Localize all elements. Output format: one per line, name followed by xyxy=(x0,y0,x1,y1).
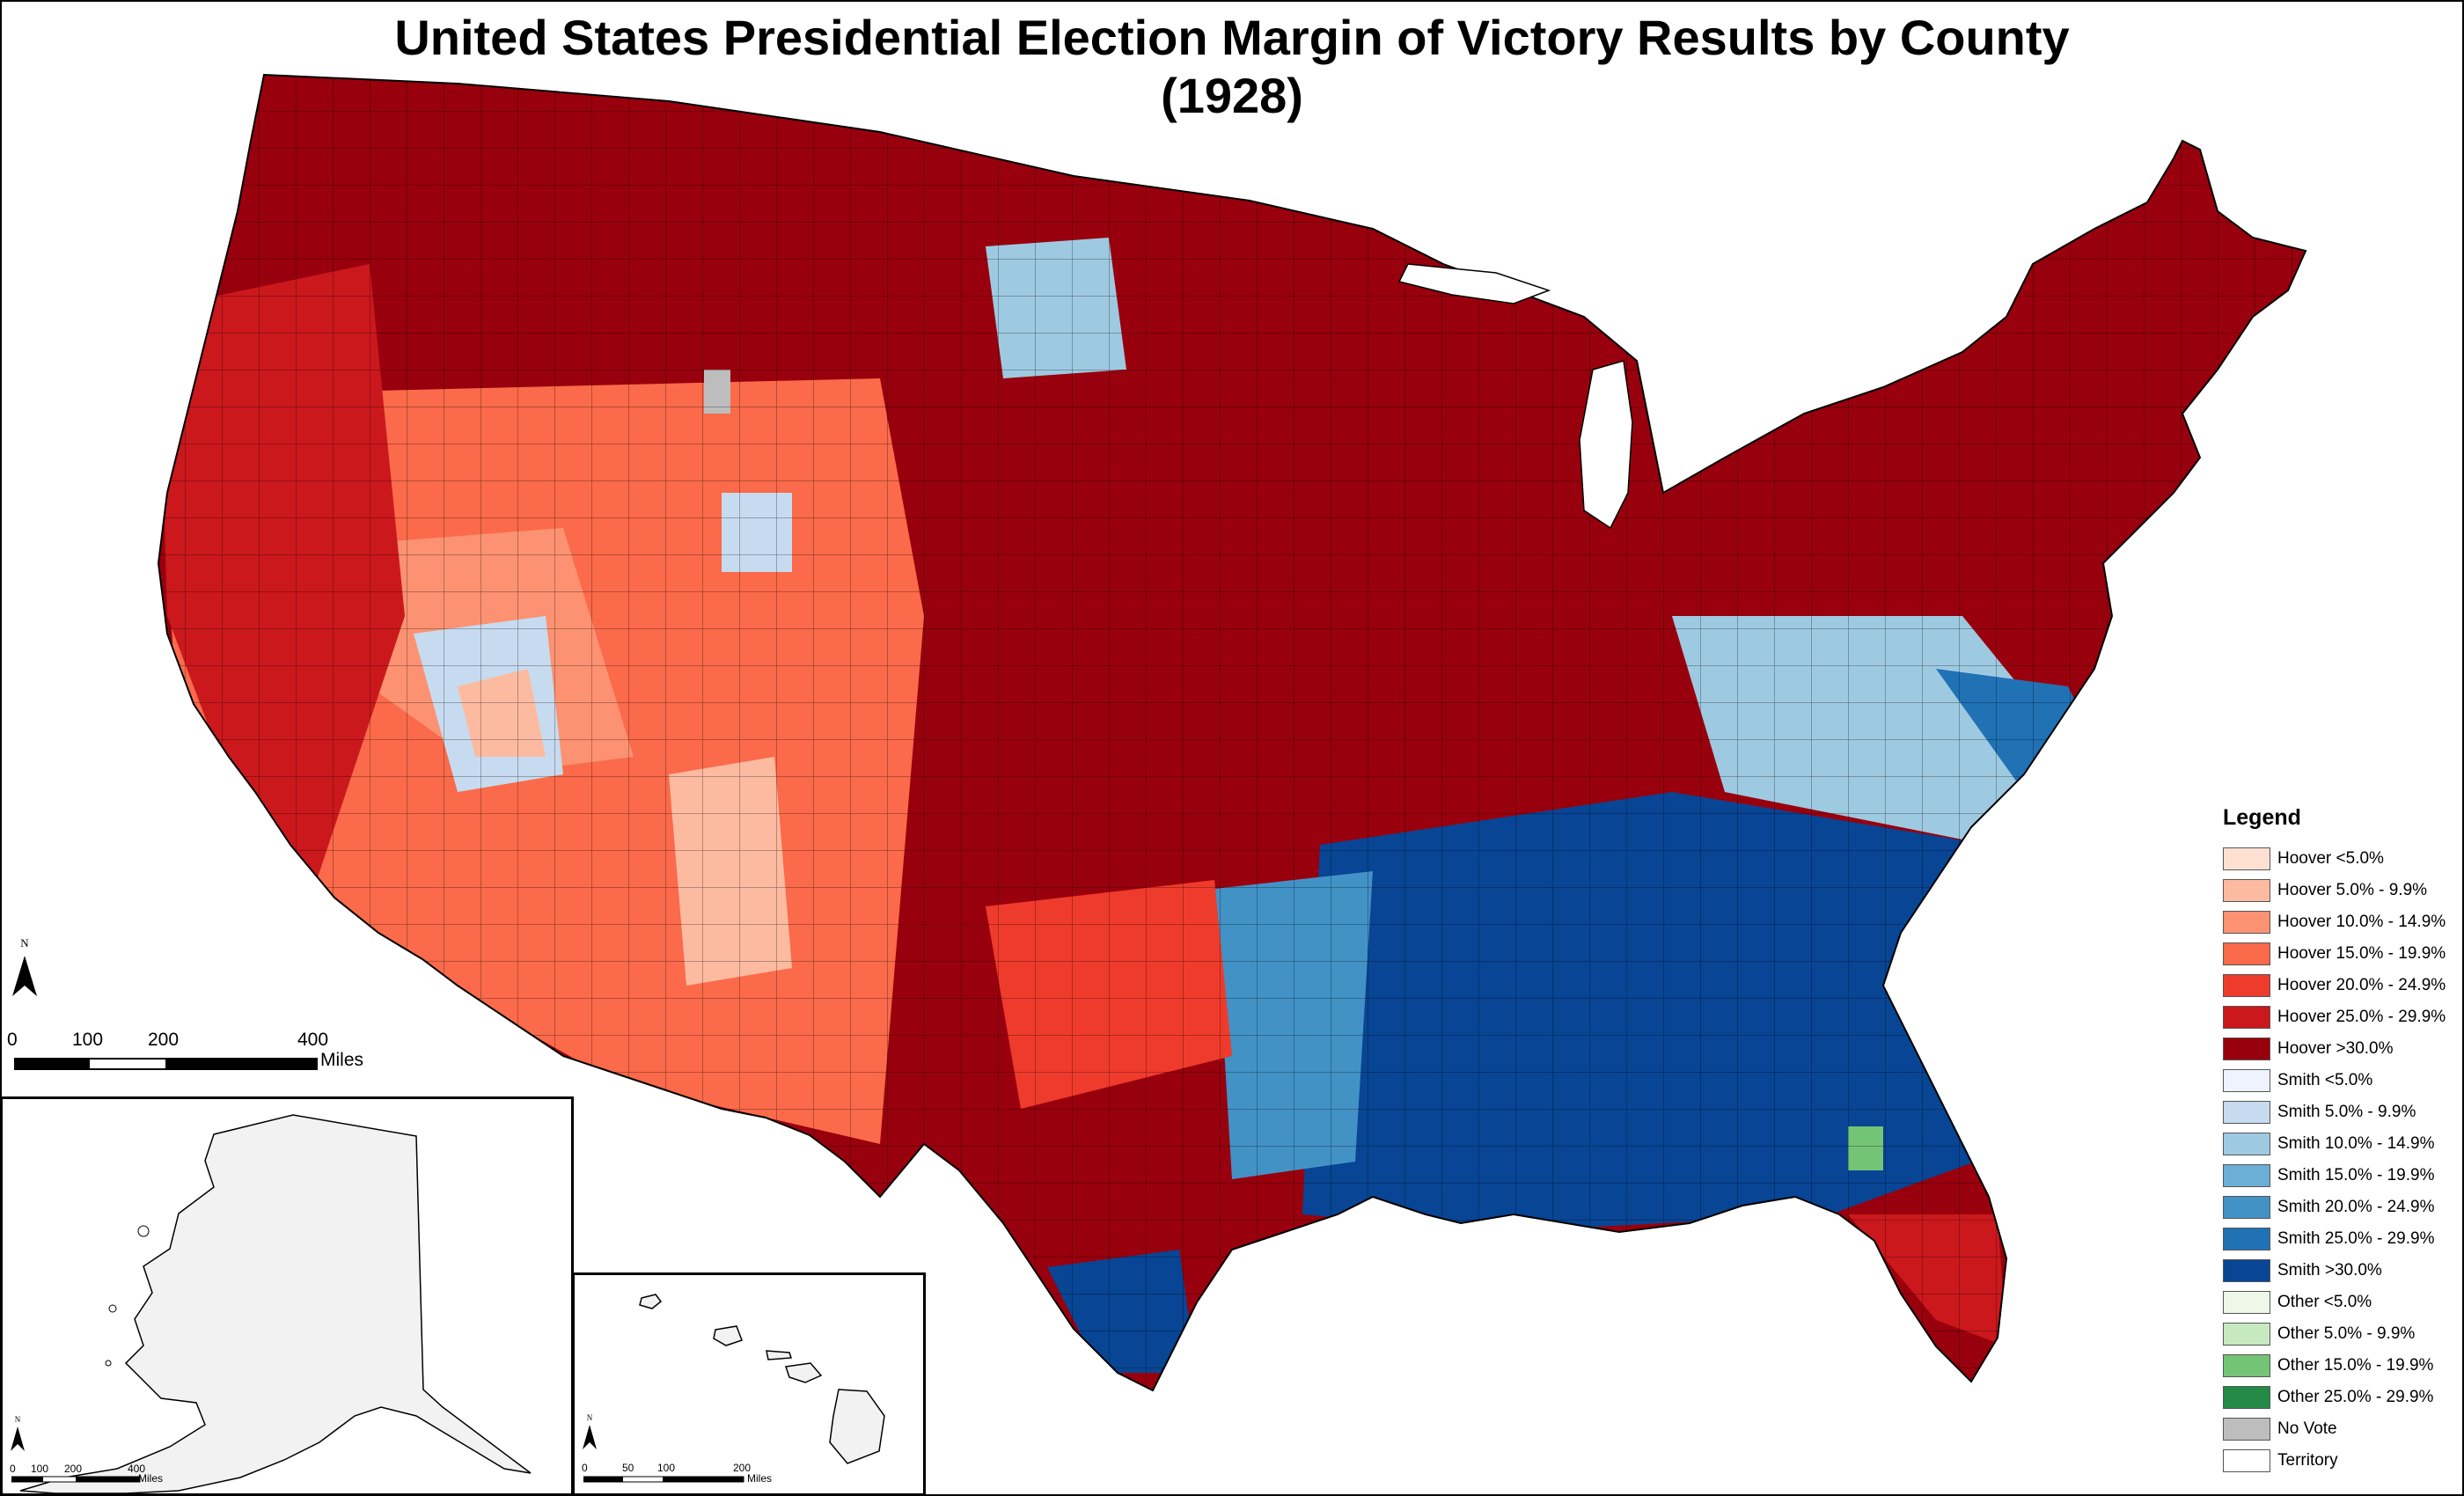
scale-tick-400: 400 xyxy=(297,1030,329,1050)
legend-item: Smith 20.0% - 24.9% xyxy=(2223,1192,2460,1223)
legend-item: Smith 5.0% - 9.9% xyxy=(2223,1096,2460,1128)
legend-swatch xyxy=(2223,1449,2270,1472)
legend-label: Hoover 5.0% - 9.9% xyxy=(2277,881,2428,899)
legend-label: Smith <5.0% xyxy=(2277,1071,2373,1089)
legend-swatch xyxy=(2223,1323,2270,1346)
legend-label: Hoover 10.0% - 14.9% xyxy=(2277,913,2446,931)
legend-label: Smith 5.0% - 9.9% xyxy=(2277,1103,2416,1121)
legend-label: Other 25.0% - 29.9% xyxy=(2277,1388,2434,1406)
region-deep-south-smith xyxy=(1302,792,2024,1232)
legend-item: Hoover 15.0% - 19.9% xyxy=(2223,938,2460,970)
legend-label: Territory xyxy=(2277,1451,2338,1470)
svg-text:N: N xyxy=(15,1415,21,1424)
alaska-scale-bar xyxy=(11,1476,141,1483)
svg-text:N: N xyxy=(20,936,29,950)
legend-item: Hoover <5.0% xyxy=(2223,843,2460,875)
legend-swatch xyxy=(2223,1006,2270,1029)
oahu-island xyxy=(713,1325,743,1346)
legend-swatch xyxy=(2223,1164,2270,1187)
region-other-green xyxy=(1848,1126,1883,1170)
legend-item: Hoover 10.0% - 14.9% xyxy=(2223,906,2460,938)
scale-bar-graphic xyxy=(14,1058,318,1070)
legend-item: Smith >30.0% xyxy=(2223,1255,2460,1287)
alaska-north-arrow-icon: N xyxy=(11,1415,25,1451)
legend-label: Smith >30.0% xyxy=(2277,1261,2382,1280)
region-idaho-smith xyxy=(722,493,792,572)
region-no-vote xyxy=(704,370,730,414)
north-arrow-icon: N xyxy=(12,936,37,996)
legend-label: No Vote xyxy=(2277,1419,2337,1438)
legend-swatch xyxy=(2223,1354,2270,1377)
region-east-texas-smith xyxy=(1214,871,1373,1179)
legend-label: Other 15.0% - 19.9% xyxy=(2277,1356,2434,1375)
legend-label: Hoover 25.0% - 29.9% xyxy=(2277,1008,2446,1026)
legend-items: Hoover <5.0% Hoover 5.0% - 9.9% Hoover 10.… xyxy=(2223,843,2460,1477)
legend-swatch xyxy=(2223,1101,2270,1124)
legend-item: No Vote xyxy=(2223,1413,2460,1445)
legend-label: Hoover >30.0% xyxy=(2277,1039,2394,1058)
alaska-map xyxy=(19,1114,532,1493)
legend-label: Other 5.0% - 9.9% xyxy=(2277,1324,2416,1343)
legend-swatch xyxy=(2223,942,2270,965)
legend-item: Territory xyxy=(2223,1445,2460,1477)
legend-label: Smith 25.0% - 29.9% xyxy=(2277,1229,2435,1248)
legend-swatch xyxy=(2223,1418,2270,1441)
legend-swatch xyxy=(2223,1386,2270,1409)
title-line-1: United States Presidential Election Marg… xyxy=(394,10,2070,65)
legend-swatch xyxy=(2223,1228,2270,1250)
maui-island xyxy=(785,1362,823,1383)
legend-swatch xyxy=(2223,1196,2270,1219)
legend-item: Smith 15.0% - 19.9% xyxy=(2223,1160,2460,1192)
legend-label: Hoover 20.0% - 24.9% xyxy=(2277,976,2446,994)
legend: Legend Hoover <5.0% Hoover 5.0% - 9.9% Hoo… xyxy=(2223,805,2460,1477)
legend-title: Legend xyxy=(2223,805,2301,830)
legend-item: Smith 25.0% - 29.9% xyxy=(2223,1223,2460,1255)
legend-swatch xyxy=(2223,1069,2270,1092)
legend-item: Hoover >30.0% xyxy=(2223,1033,2460,1065)
legend-label: Hoover <5.0% xyxy=(2277,849,2384,868)
legend-item: Smith 10.0% - 14.9% xyxy=(2223,1128,2460,1160)
legend-item: Hoover 25.0% - 29.9% xyxy=(2223,1001,2460,1033)
kauai-island xyxy=(639,1294,663,1309)
region-newmexico-hoover-light xyxy=(669,757,792,986)
legend-item: Other 25.0% - 29.9% xyxy=(2223,1382,2460,1413)
scale-tick-0: 0 xyxy=(7,1030,18,1050)
legend-swatch xyxy=(2223,879,2270,902)
scale-tick-200: 200 xyxy=(148,1030,180,1050)
hawaii-north-arrow-icon: N xyxy=(583,1413,597,1449)
region-dakota-smith xyxy=(986,238,1126,378)
svg-text:N: N xyxy=(587,1413,593,1422)
legend-label: Smith 10.0% - 14.9% xyxy=(2277,1134,2435,1153)
hawaii-island xyxy=(829,1389,885,1464)
legend-label: Smith 15.0% - 19.9% xyxy=(2277,1166,2435,1184)
lake-michigan xyxy=(1579,360,1633,530)
legend-item: Hoover 20.0% - 24.9% xyxy=(2223,970,2460,1001)
legend-item: Other 5.0% - 9.9% xyxy=(2223,1318,2460,1350)
legend-swatch xyxy=(2223,974,2270,997)
legend-label: Other <5.0% xyxy=(2277,1293,2372,1311)
legend-label: Hoover 15.0% - 19.9% xyxy=(2277,944,2446,963)
legend-swatch xyxy=(2223,1291,2270,1314)
hawaii-scale-bar xyxy=(583,1476,744,1483)
legend-label: Smith 20.0% - 24.9% xyxy=(2277,1198,2435,1216)
hawaii-map xyxy=(639,1294,885,1464)
legend-swatch xyxy=(2223,1038,2270,1060)
alaska-inset: N 0 100 200 400 Miles xyxy=(0,1096,574,1496)
scale-tick-100: 100 xyxy=(72,1030,104,1050)
legend-swatch xyxy=(2223,1259,2270,1282)
scale-unit: Miles xyxy=(320,1050,364,1070)
legend-item: Smith <5.0% xyxy=(2223,1065,2460,1096)
molokai-island xyxy=(766,1350,793,1360)
legend-item: Hoover 5.0% - 9.9% xyxy=(2223,875,2460,906)
lake-superior xyxy=(1397,263,1551,304)
legend-swatch xyxy=(2223,847,2270,870)
hawaii-inset: N 0 50 100 200 Miles xyxy=(572,1272,926,1496)
legend-swatch xyxy=(2223,911,2270,934)
legend-item: Other 15.0% - 19.9% xyxy=(2223,1350,2460,1382)
legend-swatch xyxy=(2223,1133,2270,1155)
region-south-texas-smith xyxy=(1047,1250,1197,1373)
legend-item: Other <5.0% xyxy=(2223,1287,2460,1318)
